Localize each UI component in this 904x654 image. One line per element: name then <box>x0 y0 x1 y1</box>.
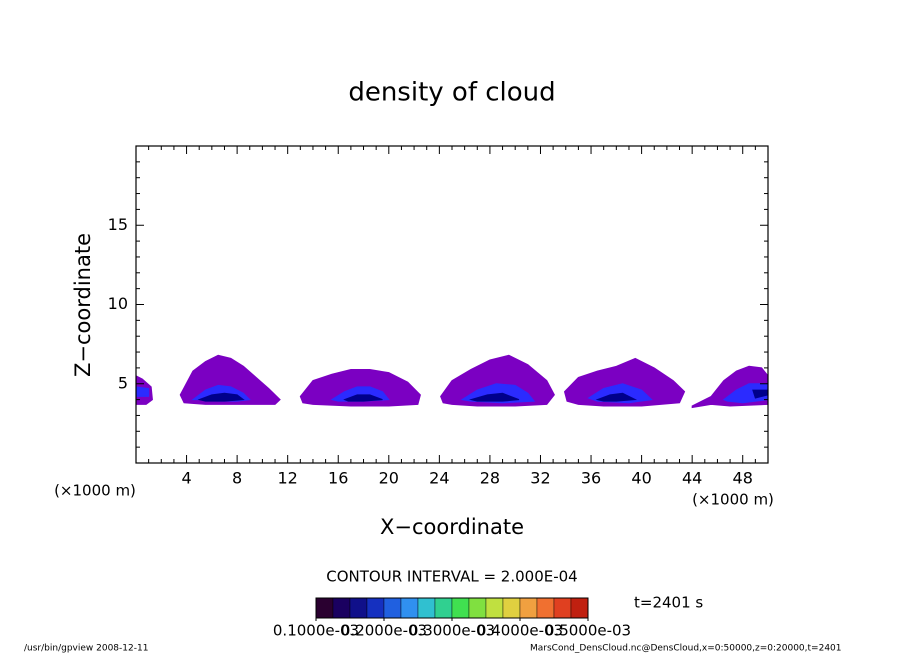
colorbar-box <box>400 597 419 619</box>
chart-title: density of cloud <box>348 78 555 108</box>
colorbar-box <box>349 597 368 619</box>
colorbar-label: 0.2000e-03 <box>341 622 427 640</box>
colorbar-box <box>468 597 487 619</box>
x-unit-label: (×1000 m) <box>692 491 774 509</box>
plot-frame <box>135 145 769 464</box>
colorbar-box <box>553 597 572 619</box>
contour-region <box>135 386 150 397</box>
colorbar-box <box>366 597 385 619</box>
colorbar-box <box>434 597 453 619</box>
colorbar-box <box>570 597 589 619</box>
colorbar-box <box>502 597 521 619</box>
colorbar-box <box>332 597 351 619</box>
colorbar-box <box>451 597 470 619</box>
contour-interval: CONTOUR INTERVAL = 2.000E-04 <box>326 568 577 586</box>
contour-region <box>469 392 520 402</box>
colorbar-box <box>417 597 436 619</box>
colorbar-box <box>485 597 504 619</box>
x-tick-label: 8 <box>232 469 242 488</box>
x-tick-label: 4 <box>181 469 191 488</box>
colorbar-label: 0.1000e-03 <box>273 622 359 640</box>
footer-right: MarsCond_DensCloud.nc@DensCloud,x=0:5000… <box>530 644 842 654</box>
footer-left: /usr/bin/gpview 2008-12-11 <box>24 644 148 654</box>
x-tick-label: 48 <box>733 469 753 488</box>
y-tick-label: 10 <box>108 294 128 313</box>
x-tick-label: 32 <box>530 469 550 488</box>
x-tick-label: 20 <box>379 469 399 488</box>
colorbar-box <box>519 597 538 619</box>
colorbar-label: 0.5000e-03 <box>545 622 631 640</box>
x-tick-label: 28 <box>480 469 500 488</box>
y-axis-label: Z−coordinate <box>71 233 95 377</box>
x-tick-label: 40 <box>631 469 651 488</box>
contour-region <box>595 392 638 402</box>
x-tick-label: 16 <box>328 469 348 488</box>
colorbar-label: 0.3000e-03 <box>409 622 495 640</box>
y-tick-label: 15 <box>108 215 128 234</box>
colorbar-label: 0.4000e-03 <box>477 622 563 640</box>
colorbar-box <box>383 597 402 619</box>
x-tick-label: 36 <box>581 469 601 488</box>
contour-region <box>197 392 245 402</box>
y-tick-label: 5 <box>118 373 128 392</box>
colorbar-box <box>315 597 334 619</box>
x-tick-label: 44 <box>682 469 702 488</box>
colorbar-box <box>536 597 555 619</box>
x-unit-label: (×1000 m) <box>54 482 136 500</box>
x-tick-label: 24 <box>429 469 449 488</box>
contour-region <box>343 394 383 402</box>
time-label: t=2401 s <box>634 594 703 612</box>
x-tick-label: 12 <box>278 469 298 488</box>
x-axis-label: X−coordinate <box>380 515 524 539</box>
